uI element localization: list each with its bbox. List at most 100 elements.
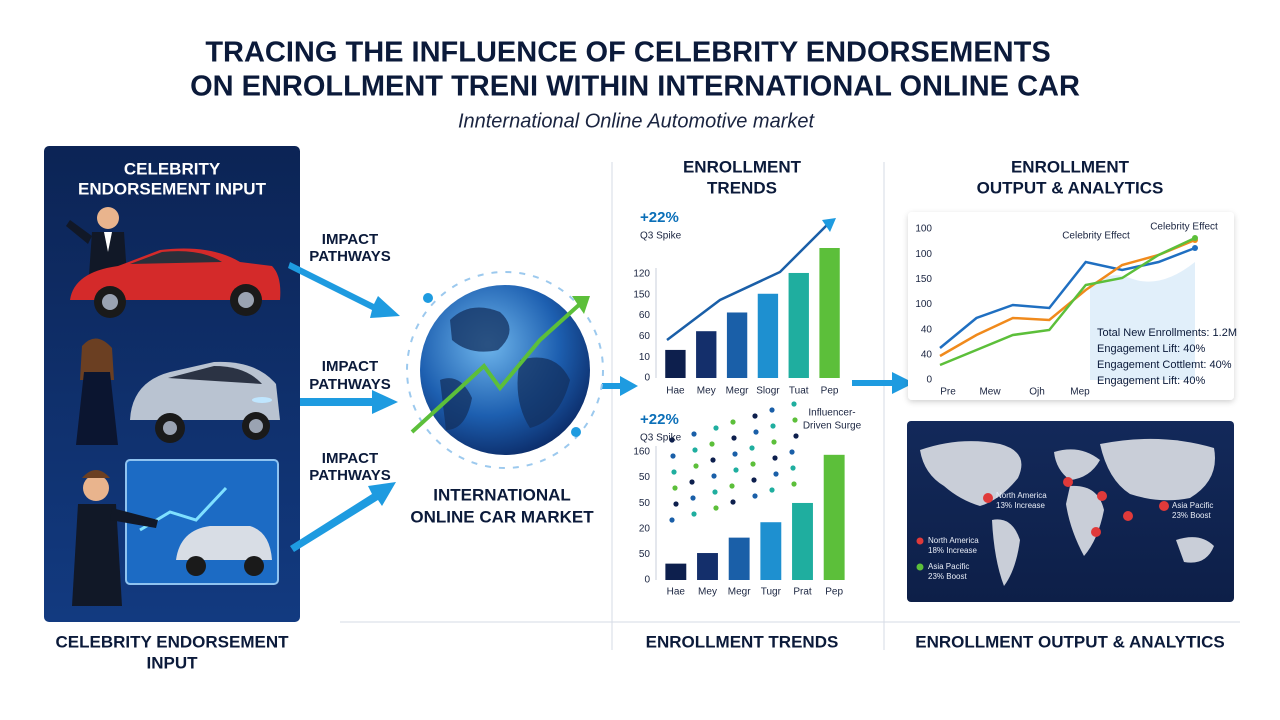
dot [752,493,758,499]
dot [729,483,735,489]
stat-text: Engagement Lift: 40% [1097,343,1205,355]
bar [823,454,845,580]
dot [769,487,775,493]
x-tick-label: Mep [1070,387,1090,398]
world-map [920,438,1215,586]
x-tick-label: Ojh [1029,387,1045,398]
dot [789,449,795,455]
dot [711,473,717,479]
presenter-illustration [72,459,279,606]
pathway-arrows [288,262,914,552]
dot [713,425,719,431]
dot [791,401,797,407]
dot [750,461,756,467]
panel-title: ENDORSEMENT INPUT [78,179,267,198]
bar [760,522,782,580]
y-tick-label: 50 [639,498,651,509]
dot [712,489,718,495]
pathway-label: IMPACT [322,231,378,248]
x-tick-label: Hae [667,587,686,598]
dot [689,479,695,485]
section-caption: ENROLLMENT TRENDS [646,632,839,651]
dot [752,413,758,419]
panel-title: CELEBRITY [124,159,221,178]
x-tick-label: Megr [728,587,751,598]
annotation: Celebrity Effect [1150,222,1218,233]
bar [757,293,779,378]
legend-label: Asia Pacific [928,562,969,571]
trend-arrow-head [822,218,836,232]
bar [665,563,687,580]
dot [792,417,798,423]
y-tick-label: 100 [915,299,932,310]
y-tick-label: 50 [639,549,651,560]
market-label: ONLINE CAR MARKET [410,507,594,526]
celebrity-car-illustration [76,338,280,445]
y-tick-label: 0 [644,575,650,586]
section-title: OUTPUT & ANALYTICS [977,178,1164,197]
dot [773,471,779,477]
y-tick-label: 100 [915,224,932,235]
x-tick-label: Megr [726,386,749,397]
stat-text: Total New Enrollments: 1.2M [1097,327,1237,339]
globe-illustration [406,271,604,469]
map-callout: Asia Pacific [1172,501,1213,510]
title-line: TRACING THE INFLUENCE OF CELEBRITY ENDOR… [205,37,1050,69]
dot [772,455,778,461]
dot [713,505,719,511]
x-tick-label: Prat [793,587,812,598]
legend-swatch [916,563,924,571]
x-tick-label: Tugr [761,587,782,598]
dot [753,429,759,435]
section-title: TRENDS [707,178,777,197]
y-tick-label: 120 [633,269,650,280]
pathway-label: PATHWAYS [309,248,390,265]
dot [669,517,675,523]
bar [788,272,809,378]
dot [793,433,799,439]
map-hotspots [983,477,1169,537]
x-tick-label: Mey [697,386,716,397]
dot [791,481,797,487]
annotation: Influencer- [808,408,855,419]
section-caption: CELEBRITY ENDORSEMENT [56,632,290,651]
bar [819,248,840,378]
x-tick-label: Mew [979,387,1001,398]
dot [749,445,755,451]
bar [728,537,750,580]
y-tick-label: 0 [926,375,932,386]
x-tick-label: Pre [940,387,956,398]
x-tick-label: Slogr [756,386,780,397]
scatter-decoration [669,401,799,523]
series-line [939,238,1196,358]
y-tick-label: 150 [633,289,650,300]
dot [691,431,697,437]
dot [771,439,777,445]
dot [670,453,676,459]
legend-label: North America [928,536,979,545]
market-label: INTERNATIONAL [433,485,571,504]
series-line [939,246,1196,349]
pathway-label: IMPACT [322,450,378,467]
note-label: Q3 Spike [640,433,682,444]
title-line: ON ENROLLMENT TRENI WITHIN INTERNATIONAL… [190,71,1080,103]
y-tick-label: 150 [915,274,932,285]
bar [726,312,748,378]
dot [790,465,796,471]
y-tick-label: 160 [633,447,650,458]
y-tick-label: 100 [915,249,932,260]
bar [665,349,686,378]
x-tick-label: Tuat [789,386,809,397]
dot [710,457,716,463]
subtitle: Innternational Online Automotive market [458,110,816,132]
y-tick-label: 10 [639,352,651,363]
bar [792,502,813,580]
series-end [1192,245,1198,251]
dot [671,469,677,475]
dot [691,511,697,517]
dot [751,477,757,483]
pathway-label: IMPACT [322,358,378,375]
pathway-label: PATHWAYS [309,376,390,393]
dot [731,435,737,441]
